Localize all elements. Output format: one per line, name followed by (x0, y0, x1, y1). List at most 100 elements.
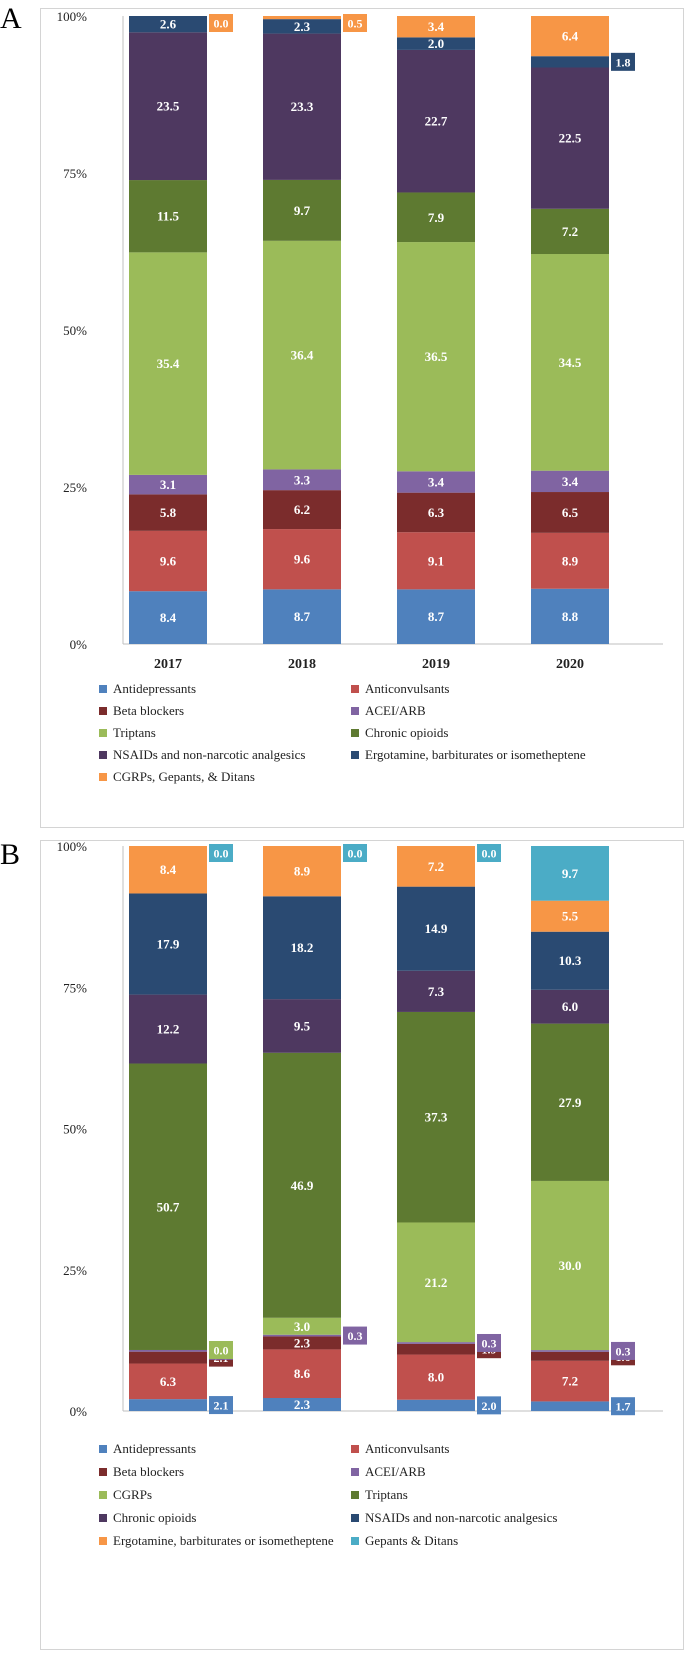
bar-segment (397, 886, 475, 971)
data-callout: 0.0 (477, 844, 501, 862)
bar-segment (263, 1336, 341, 1350)
y-tick-label: 0% (70, 1404, 88, 1419)
bar-segment (263, 529, 341, 590)
legend-item: Antidepressants (99, 681, 196, 697)
data-label: 17.9 (157, 937, 180, 952)
data-label: 3.1 (160, 477, 176, 492)
bar-segment (129, 1349, 207, 1352)
legend-swatch (99, 707, 107, 715)
legend-label: Ergotamine, barbiturates or isomethepten… (113, 1533, 334, 1548)
bar-segment (397, 1354, 475, 1400)
bar-segment (263, 33, 341, 180)
bar-segment (263, 469, 341, 491)
bar-segment (531, 846, 609, 901)
legend-swatch (351, 751, 359, 759)
legend-item: Beta blockers (99, 703, 184, 719)
category-label: 2018 (288, 657, 316, 672)
bar-segment (397, 1343, 475, 1355)
data-label: 6.5 (562, 505, 579, 520)
callout-box (611, 1341, 635, 1360)
data-label: 8.9 (294, 864, 311, 879)
bar-segment (263, 1334, 341, 1337)
y-tick-label: 50% (63, 323, 87, 338)
legend-swatch (351, 1468, 359, 1476)
data-callout: 0.0 (209, 1340, 233, 1359)
panel-a-letter: A (0, 2, 22, 35)
bar-segment (397, 1222, 475, 1343)
data-label: 0.0 (214, 1343, 229, 1357)
bar-segment (531, 492, 609, 533)
bar-segment (263, 1317, 341, 1335)
bar-segment (397, 589, 475, 644)
bar-segment (129, 16, 207, 33)
bar-segment (397, 846, 475, 887)
callout-box (477, 1396, 501, 1415)
bar-segment (129, 1063, 207, 1350)
data-label: 7.3 (428, 984, 445, 999)
data-label: 8.6 (294, 1366, 311, 1381)
panel-b: 0%25%50%75%100%2.16.32.10.30.050.712.217… (40, 839, 684, 1650)
bar-segment (263, 490, 341, 530)
data-label: 10.3 (559, 953, 582, 968)
data-label: 6.0 (562, 999, 578, 1014)
legend-item: Chronic opioids (351, 725, 448, 741)
bar-segment (531, 254, 609, 471)
legend-item: Ergotamine, barbiturates or isomethepten… (351, 747, 586, 763)
category-label: 2019 (422, 657, 450, 672)
legend-label: CGRPs, Gepants, & Ditans (113, 769, 255, 784)
bar-segment (129, 252, 207, 475)
callout-box (343, 844, 367, 862)
data-label: 3.3 (294, 472, 311, 487)
legend-item: Triptans (351, 1487, 408, 1503)
legend-swatch (99, 1491, 107, 1499)
callout-box (343, 14, 367, 32)
data-label: 0.0 (348, 847, 363, 861)
callout-box (209, 844, 233, 862)
data-label: 8.0 (428, 1370, 444, 1385)
data-label: 34.5 (559, 355, 582, 370)
callout-box (209, 1340, 233, 1359)
legend-item: Beta blockers (99, 1464, 184, 1480)
data-label: 0.5 (348, 17, 363, 31)
legend-swatch (351, 1445, 359, 1453)
bar-segment (531, 931, 609, 990)
data-label: 3.4 (428, 474, 445, 489)
data-label: 9.6 (294, 552, 311, 567)
bar-segment (129, 1363, 207, 1400)
data-label: 7.9 (428, 210, 445, 225)
bar-segment (531, 1350, 609, 1352)
data-label: 35.4 (157, 356, 180, 371)
bar-segment (531, 532, 609, 589)
legend-item: Chronic opioids (99, 1510, 196, 1526)
legend-swatch (99, 751, 107, 759)
data-label: 6.4 (562, 29, 579, 44)
bar-segment (397, 16, 475, 38)
bar-segment (397, 1342, 475, 1344)
panel-a: 0% 25% 50% 75% 100% 2017 2018 2019 2020 8.4 9.6 5.8… (40, 8, 684, 828)
bar-segment (263, 896, 341, 1000)
legend-label: Anticonvulsants (365, 1441, 450, 1456)
data-label: 21.2 (425, 1275, 448, 1290)
y-tick-label: 75% (63, 166, 87, 181)
data-label: 2.0 (428, 36, 444, 51)
legend-label: NSAIDs and non-narcotic analgesics (113, 747, 306, 762)
data-label: 8.7 (428, 609, 445, 624)
legend-item: ACEI/ARB (351, 703, 426, 719)
bar-segment (397, 1399, 475, 1411)
bar-segment (531, 1023, 609, 1181)
data-label: 9.1 (428, 553, 444, 568)
data-label: 36.4 (291, 348, 314, 363)
bar-segment (263, 179, 341, 241)
bar-segment (129, 474, 207, 495)
legend-label: CGRPs (113, 1487, 153, 1502)
bar-segment (263, 16, 341, 20)
legend-label: Antidepressants (113, 1441, 197, 1456)
y-tick-label: 100% (57, 841, 88, 854)
data-label: 0.3 (482, 1336, 497, 1350)
data-callout: 1.7 (611, 1397, 635, 1416)
bar-segment (263, 1349, 341, 1399)
bar-segment (531, 588, 609, 644)
legend-item: Anticonvulsants (351, 681, 450, 697)
data-label: 11.5 (157, 209, 180, 224)
legend-swatch (351, 707, 359, 715)
